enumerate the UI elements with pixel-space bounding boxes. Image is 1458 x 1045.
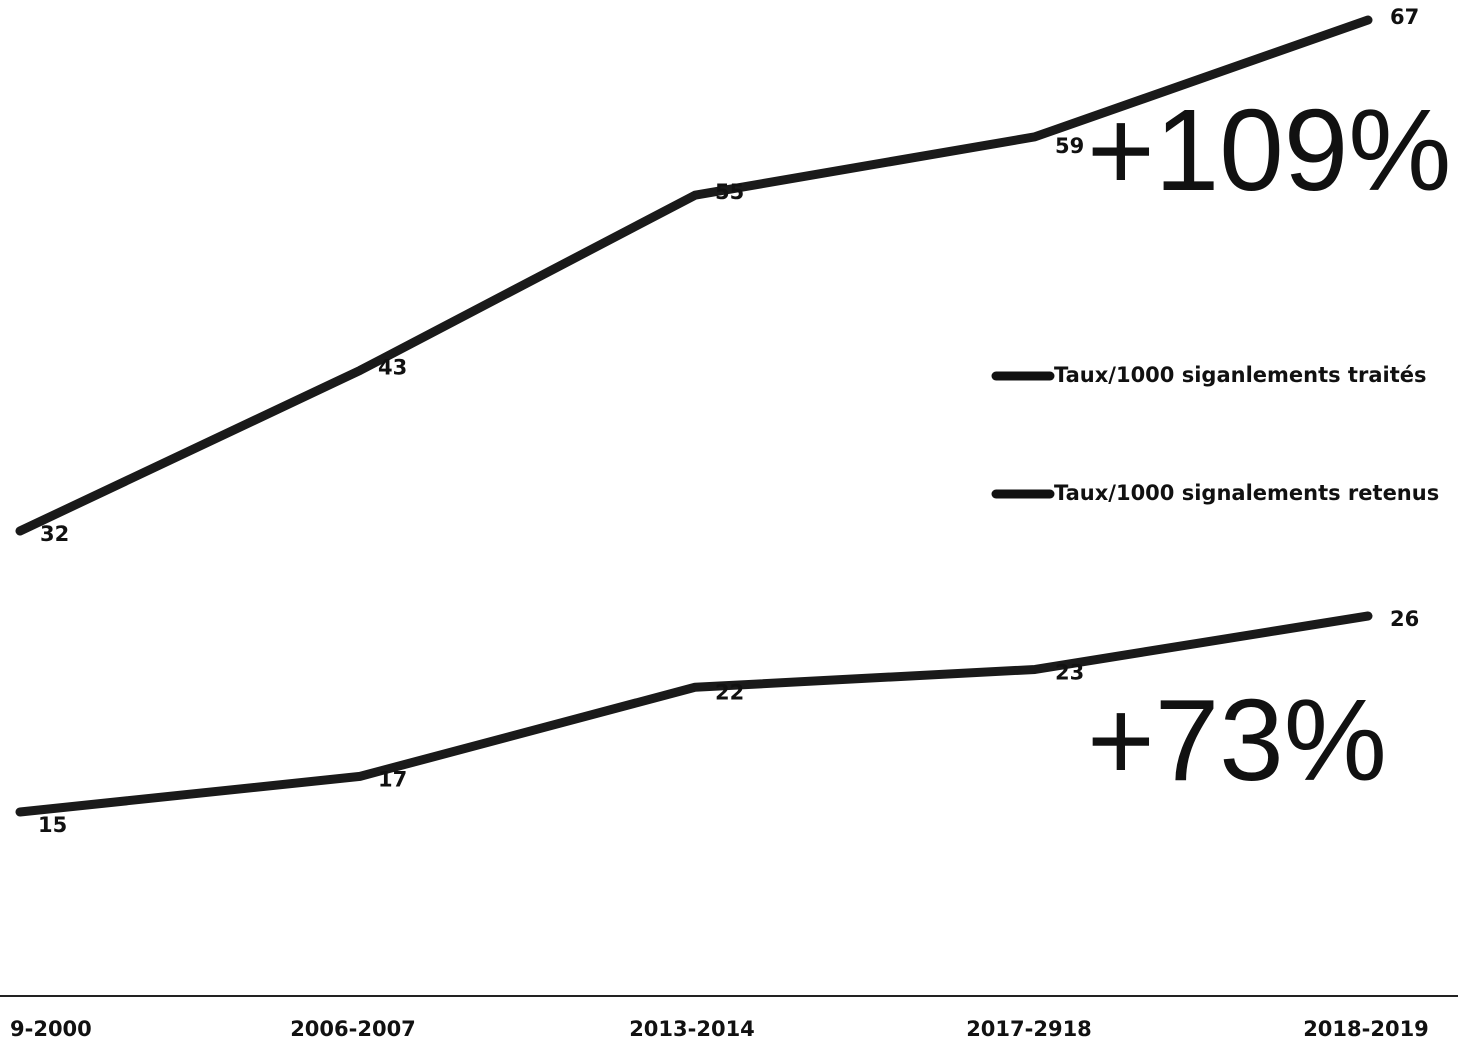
data-label-traites-4: 67 bbox=[1390, 5, 1419, 29]
annotation-retenus-growth: +73% bbox=[1087, 675, 1387, 805]
series-line-retenus bbox=[15, 611, 1373, 817]
point-label-layer: 32 43 55 59 67 15 17 22 23 26 bbox=[38, 5, 1419, 837]
data-label-traites-1: 43 bbox=[378, 355, 407, 379]
x-tick-label-3: 2017-2918 bbox=[966, 1017, 1092, 1041]
legend-label-traites: Taux/1000 siganlements traités bbox=[1054, 363, 1426, 387]
data-label-traites-0: 32 bbox=[40, 522, 69, 546]
data-label-retenus-0: 15 bbox=[38, 813, 67, 837]
x-tick-label-2: 2013-2014 bbox=[629, 1017, 755, 1041]
x-tick-label-0: 9-2000 bbox=[10, 1017, 92, 1041]
series-layer bbox=[15, 15, 1373, 817]
x-tick-label-1: 2006-2007 bbox=[290, 1017, 416, 1041]
data-label-retenus-1: 17 bbox=[378, 767, 407, 791]
legend-label-retenus: Taux/1000 signalements retenus bbox=[1054, 481, 1439, 505]
legend: Taux/1000 siganlements traités Taux/1000… bbox=[991, 363, 1439, 505]
x-tick-layer: 9-2000 2006-2007 2013-2014 2017-2918 2018-20… bbox=[10, 1017, 1429, 1041]
x-tick-label-4: 2018-2019 bbox=[1303, 1017, 1429, 1041]
series-line-traites bbox=[15, 15, 1373, 536]
data-label-traites-2: 55 bbox=[715, 180, 744, 204]
data-label-traites-3: 59 bbox=[1055, 134, 1084, 158]
data-label-retenus-2: 22 bbox=[715, 680, 744, 704]
data-label-retenus-4: 26 bbox=[1390, 607, 1419, 631]
data-label-retenus-3: 23 bbox=[1055, 660, 1084, 684]
annotation-traites-growth: +109% bbox=[1087, 85, 1451, 215]
